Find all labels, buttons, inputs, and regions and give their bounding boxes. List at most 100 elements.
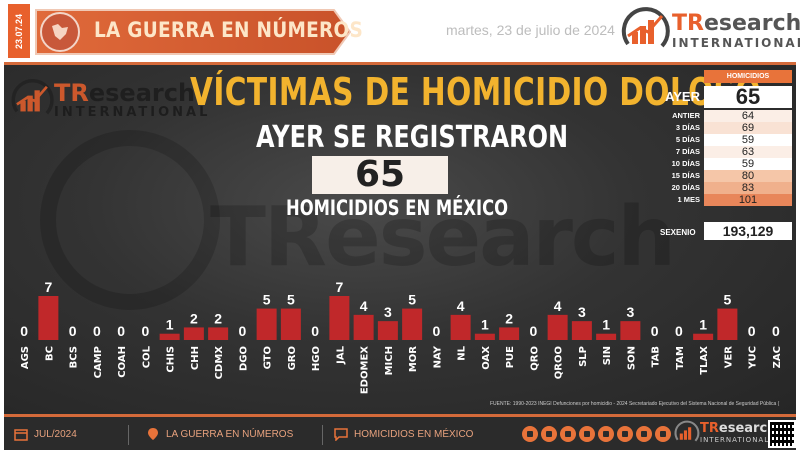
category-label: QROO [554,346,565,379]
bar-value-label: 0 [141,323,149,339]
category-label: NL [457,345,468,360]
stat-row: AYER 65 [652,86,792,108]
bar-value-label: 4 [360,298,368,314]
bar-value-label: 1 [602,317,610,333]
whatsapp-icon[interactable] [541,426,557,442]
bar-value-label: 4 [457,298,465,314]
bar-value-label: 2 [214,310,222,326]
stat-value: 63 [704,146,792,158]
big-number: 65 [354,154,406,195]
bar-mor [402,308,423,340]
bar-value-label: 2 [190,310,198,326]
stat-value: 69 [704,122,792,134]
bar-value-label: 0 [529,323,537,339]
twitter-icon[interactable] [598,426,614,442]
category-label: SLP [578,346,589,367]
category-label: BC [44,346,55,361]
section-banner: LA GUERRA EN NÚMEROS [34,8,363,56]
category-label: TAM [675,346,686,370]
bar-sin [596,333,617,340]
bar-value-label: 2 [505,310,513,326]
stat-label: 7 DÍAS [675,147,700,156]
bar-cdmx [208,327,229,340]
youtube-icon[interactable] [579,426,595,442]
panel-brand-mark-icon [11,78,54,115]
brand-logo: TResearch INTERNATIONAL [618,6,800,56]
bar-value-label: 4 [554,298,562,314]
bar-value-label: 7 [335,279,343,295]
youtube-play-icon[interactable] [655,426,671,442]
stat-value: 80 [704,170,792,182]
stat-label: ANTIER [672,111,700,120]
category-label: JAL [335,345,346,364]
stat-label: AYER [665,89,700,104]
footer-section: LA GUERRA EN NÚMEROS [146,427,293,441]
category-label: COL [141,345,152,368]
bar-slp [571,321,592,340]
footer-brand-logo: TResearch INTERNATIONAL [672,420,776,446]
category-label: COAH [117,346,128,378]
category-label: BCS [69,346,80,368]
bar-jal [329,296,350,340]
category-label: HGO [311,346,322,371]
bar-value-label: 0 [772,323,780,339]
category-label: NAY [432,345,443,368]
bar-value-label: 0 [651,323,659,339]
sexenio-label: SEXENIO [660,228,696,237]
bar-value-label: 1 [166,317,174,333]
stat-row: 1 MES 101 [652,194,792,206]
subheadline: AYER SE REGISTRARON [256,120,569,155]
category-label: TLAX [699,346,710,375]
category-label: GTO [263,346,274,369]
category-label: CHIS [166,346,177,373]
footer-brand-sub: INTERNATIONAL [700,436,770,444]
calendar-icon [14,429,28,441]
bar-value-label: 3 [578,304,586,320]
bar-value-label: 5 [408,292,416,308]
brand-sub: INTERNATIONAL [672,36,800,50]
category-label: SIN [602,346,613,365]
bar-bc [38,296,59,340]
category-label: DGO [238,346,249,371]
social-links [522,426,671,442]
linkedin-icon[interactable] [636,426,652,442]
bar-value-label: 0 [238,323,246,339]
headline: VÍCTIMAS DE HOMICIDIO DOLOSO [190,70,761,114]
sexenio-value: 193,129 [704,222,792,240]
category-label: QRO [529,346,540,371]
caption: HOMICIDIOS EN MÉXICO [286,196,509,220]
stat-row: 5 DÍAS 59 [652,134,792,146]
bar-value-label: 5 [263,292,271,308]
bar-value-label: 0 [748,323,756,339]
email-icon[interactable] [560,426,576,442]
category-label: GRO [287,346,298,370]
bar-pue [499,327,520,340]
category-label: YUC [748,346,759,370]
bar-nl [450,314,471,340]
stat-row: ANTIER 64 [652,110,792,122]
category-label: ZAC [772,346,783,368]
bar-value-label: 3 [384,304,392,320]
map-icon [40,12,80,52]
footer-divider [322,425,323,445]
footer-brand-mark-icon [674,420,700,442]
bar-value-label: 5 [723,292,731,308]
bar-value-label: 0 [69,323,77,339]
footer-topic: HOMICIDIOS EN MÉXICO [334,427,473,441]
header-date: martes, 23 de julio de 2024 [446,22,615,38]
globe-icon[interactable] [522,426,538,442]
map-pin-icon [148,428,158,440]
bar-value-label: 7 [44,279,52,295]
category-label: EDOMEX [360,346,371,394]
top-header: 23.07.24 LA GUERRA EN NÚMEROS martes, 23… [0,0,800,62]
bar-value-label: 1 [481,317,489,333]
facebook-icon[interactable] [617,426,633,442]
chat-icon [334,428,348,441]
footer-divider [128,425,129,445]
source-note: FUENTE: 1990-2023 INEGI Defunciones por … [490,401,780,407]
footer: JUL/2024 LA GUERRA EN NÚMEROS HOMICIDIOS… [4,414,796,450]
bar-qroo [547,314,568,340]
category-label: TAB [651,346,662,367]
qr-code-icon[interactable] [768,420,796,448]
bar-tlax [693,333,714,340]
